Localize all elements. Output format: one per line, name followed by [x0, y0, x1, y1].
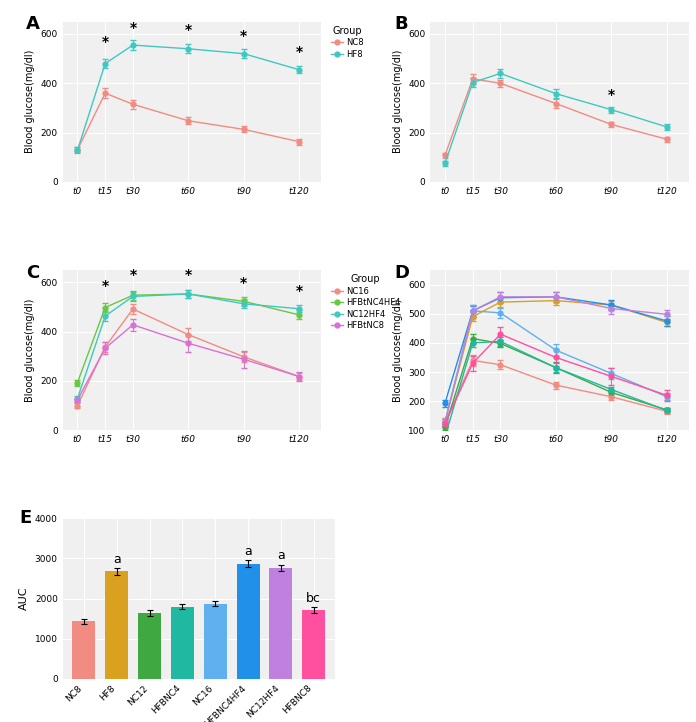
- Text: C: C: [26, 264, 40, 282]
- Bar: [237, 564, 260, 679]
- Text: *: *: [102, 35, 109, 49]
- Text: a: a: [113, 553, 120, 566]
- Text: *: *: [240, 276, 247, 290]
- Text: *: *: [608, 88, 615, 102]
- Text: D: D: [394, 264, 409, 282]
- Bar: [269, 567, 292, 679]
- Text: *: *: [185, 23, 192, 37]
- Text: a: a: [244, 545, 252, 558]
- Text: *: *: [296, 284, 303, 298]
- Text: a: a: [277, 549, 285, 562]
- Text: *: *: [102, 279, 109, 293]
- Legend: NC16, HFBtNC4HF4, NC12HF4, HFBtNC8: NC16, HFBtNC4HF4, NC12HF4, HFBtNC8: [331, 274, 400, 330]
- Bar: [171, 606, 194, 679]
- Y-axis label: Blood glucose(mg/dl): Blood glucose(mg/dl): [393, 298, 402, 402]
- Text: bc: bc: [306, 591, 321, 604]
- Bar: [138, 613, 161, 679]
- Bar: [72, 622, 95, 679]
- Y-axis label: Blood glucose(mg/dl): Blood glucose(mg/dl): [25, 298, 35, 402]
- Bar: [302, 610, 325, 679]
- Bar: [105, 571, 128, 679]
- Text: A: A: [26, 15, 40, 33]
- Text: *: *: [129, 269, 136, 282]
- Text: *: *: [296, 45, 303, 58]
- Bar: [204, 604, 227, 679]
- Legend: NC8, HF8: NC8, HF8: [331, 26, 363, 58]
- Text: E: E: [19, 509, 31, 527]
- Text: *: *: [240, 30, 247, 43]
- Text: B: B: [394, 15, 408, 33]
- Y-axis label: AUC: AUC: [19, 587, 29, 610]
- Y-axis label: Blood glucose(mg/dl): Blood glucose(mg/dl): [393, 50, 402, 154]
- Text: *: *: [129, 21, 136, 35]
- Text: *: *: [185, 269, 192, 282]
- Y-axis label: Blood glucose(mg/dl): Blood glucose(mg/dl): [25, 50, 35, 154]
